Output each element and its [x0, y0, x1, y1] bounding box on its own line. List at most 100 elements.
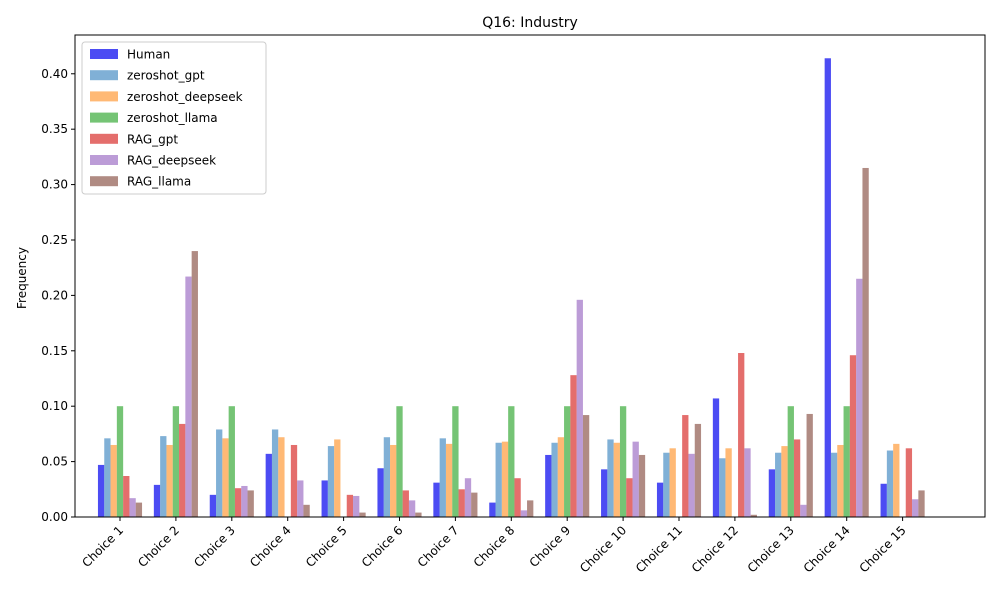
x-tick-label: Choice 5: [303, 523, 350, 570]
bar-rag-deepseek-choice-14: [856, 278, 863, 517]
legend-label: RAG_llama: [127, 175, 191, 189]
y-tick-label: 0.40: [41, 67, 68, 81]
legend-swatch: [90, 91, 118, 102]
bar-rag-gpt-choice-14: [849, 355, 857, 517]
y-tick-label: 0.35: [41, 122, 68, 136]
bar-zeroshot-llama-choice-2: [172, 406, 180, 517]
bar-rag-llama-choice-3: [247, 490, 254, 517]
bar-human-choice-14: [824, 58, 831, 518]
bar-human-choice-13: [768, 469, 776, 517]
x-tick-label: Choice 6: [359, 523, 406, 570]
bar-zeroshot-deepseek-choice-3: [222, 438, 229, 517]
x-tick-label: Choice 10: [577, 523, 629, 575]
bar-rag-deepseek-choice-15: [912, 499, 919, 517]
bar-rag-gpt-choice-4: [290, 444, 298, 517]
bar-rag-gpt-choice-9: [570, 375, 577, 517]
bar-zeroshot-deepseek-choice-5: [334, 439, 341, 517]
y-tick-label: 0.30: [41, 178, 68, 192]
legend-label: zeroshot_llama: [127, 111, 218, 125]
legend-box: [81, 41, 267, 195]
x-tick-label: Choice 1: [79, 523, 126, 570]
x-tick-label: Choice 7: [415, 523, 462, 570]
bar-zeroshot-deepseek-choice-1: [110, 444, 117, 517]
x-tick-label: Choice 4: [247, 523, 294, 570]
bar-rag-llama-choice-12: [750, 514, 757, 517]
x-tick-label: Choice 9: [527, 523, 574, 570]
x-tick-label: Choice 11: [633, 523, 685, 575]
bar-rag-gpt-choice-3: [234, 488, 242, 517]
bar-rag-llama-choice-7: [471, 492, 478, 517]
bar-rag-llama-choice-4: [303, 504, 310, 517]
y-tick-label: 0.15: [41, 344, 68, 358]
bar-rag-gpt-choice-6: [402, 490, 409, 517]
bar-zeroshot-llama-choice-1: [116, 406, 124, 517]
bar-zeroshot-llama-choice-14: [843, 406, 850, 517]
bar-rag-gpt-choice-8: [514, 478, 521, 517]
bars-group: [97, 58, 925, 518]
bar-human-choice-15: [880, 483, 887, 517]
x-tick-label: Choice 12: [689, 523, 741, 575]
bar-zeroshot-gpt-choice-5: [327, 446, 335, 517]
x-tick-label: Choice 14: [801, 523, 853, 575]
y-tick-label: 0.25: [41, 233, 68, 247]
bar-zeroshot-deepseek-choice-13: [781, 446, 788, 517]
x-tick-label: Choice 13: [745, 523, 797, 575]
bar-zeroshot-gpt-choice-15: [886, 450, 894, 517]
bar-zeroshot-gpt-choice-11: [663, 452, 670, 517]
bar-zeroshot-gpt-choice-13: [775, 452, 782, 517]
bar-human-choice-4: [265, 453, 272, 517]
bar-rag-deepseek-choice-5: [353, 495, 360, 517]
bar-zeroshot-llama-choice-6: [396, 406, 403, 517]
bar-rag-deepseek-choice-7: [464, 478, 472, 517]
bar-rag-llama-choice-15: [918, 490, 925, 517]
bar-rag-llama-choice-10: [638, 454, 646, 517]
bar-rag-deepseek-choice-8: [520, 510, 528, 517]
bar-zeroshot-gpt-choice-14: [830, 452, 838, 517]
bar-zeroshot-deepseek-choice-7: [445, 443, 453, 517]
bar-zeroshot-llama-choice-3: [228, 406, 235, 517]
bar-zeroshot-deepseek-choice-15: [893, 443, 900, 517]
bar-rag-llama-choice-9: [582, 415, 590, 517]
bar-human-choice-6: [377, 468, 384, 517]
bar-zeroshot-llama-choice-10: [619, 406, 627, 517]
legend-label: Human: [127, 48, 170, 62]
bar-rag-deepseek-choice-10: [632, 441, 639, 517]
bar-rag-gpt-choice-13: [793, 439, 801, 517]
bar-rag-llama-choice-1: [135, 502, 143, 517]
legend-label: RAG_deepseek: [127, 154, 216, 168]
legend-swatch: [90, 133, 118, 144]
bar-zeroshot-deepseek-choice-4: [278, 437, 285, 517]
y-tick-label: 0.20: [41, 288, 68, 302]
bar-rag-gpt-choice-12: [738, 353, 745, 517]
bar-rag-gpt-choice-5: [346, 494, 354, 517]
legend-swatch: [90, 176, 118, 187]
x-tick-label: Choice 3: [191, 523, 238, 570]
legend-swatch: [90, 112, 118, 123]
bar-rag-deepseek-choice-1: [129, 498, 136, 517]
bar-rag-gpt-choice-10: [626, 478, 633, 517]
bar-rag-deepseek-choice-9: [576, 299, 583, 517]
bar-rag-deepseek-choice-4: [297, 480, 304, 517]
bar-rag-deepseek-choice-13: [800, 504, 807, 517]
bar-zeroshot-llama-choice-9: [564, 406, 571, 517]
bar-zeroshot-gpt-choice-6: [383, 437, 391, 517]
bar-human-choice-5: [321, 480, 328, 517]
bar-zeroshot-gpt-choice-4: [271, 429, 279, 517]
bar-zeroshot-gpt-choice-12: [719, 458, 726, 517]
bar-rag-gpt-choice-1: [123, 476, 130, 517]
y-axis: 0.00 0.05 0.10 0.15 0.20 0.25 0.30 0.35 0.40: [41, 67, 75, 524]
bar-rag-llama-choice-2: [191, 251, 198, 517]
bar-rag-llama-choice-5: [359, 512, 366, 517]
plot-frame: [74, 34, 986, 518]
bar-zeroshot-deepseek-choice-11: [669, 448, 676, 517]
legend-swatch: [90, 155, 118, 165]
y-tick-label: 0.00: [41, 510, 68, 524]
bar-zeroshot-llama-choice-7: [452, 406, 459, 517]
legend-label: zeroshot_deepseek: [127, 90, 243, 104]
bar-zeroshot-gpt-choice-7: [439, 438, 446, 517]
bar-zeroshot-llama-choice-13: [787, 406, 794, 517]
bar-human-choice-8: [489, 502, 496, 517]
bar-zeroshot-gpt-choice-1: [104, 438, 111, 517]
bar-zeroshot-deepseek-choice-8: [501, 441, 509, 517]
